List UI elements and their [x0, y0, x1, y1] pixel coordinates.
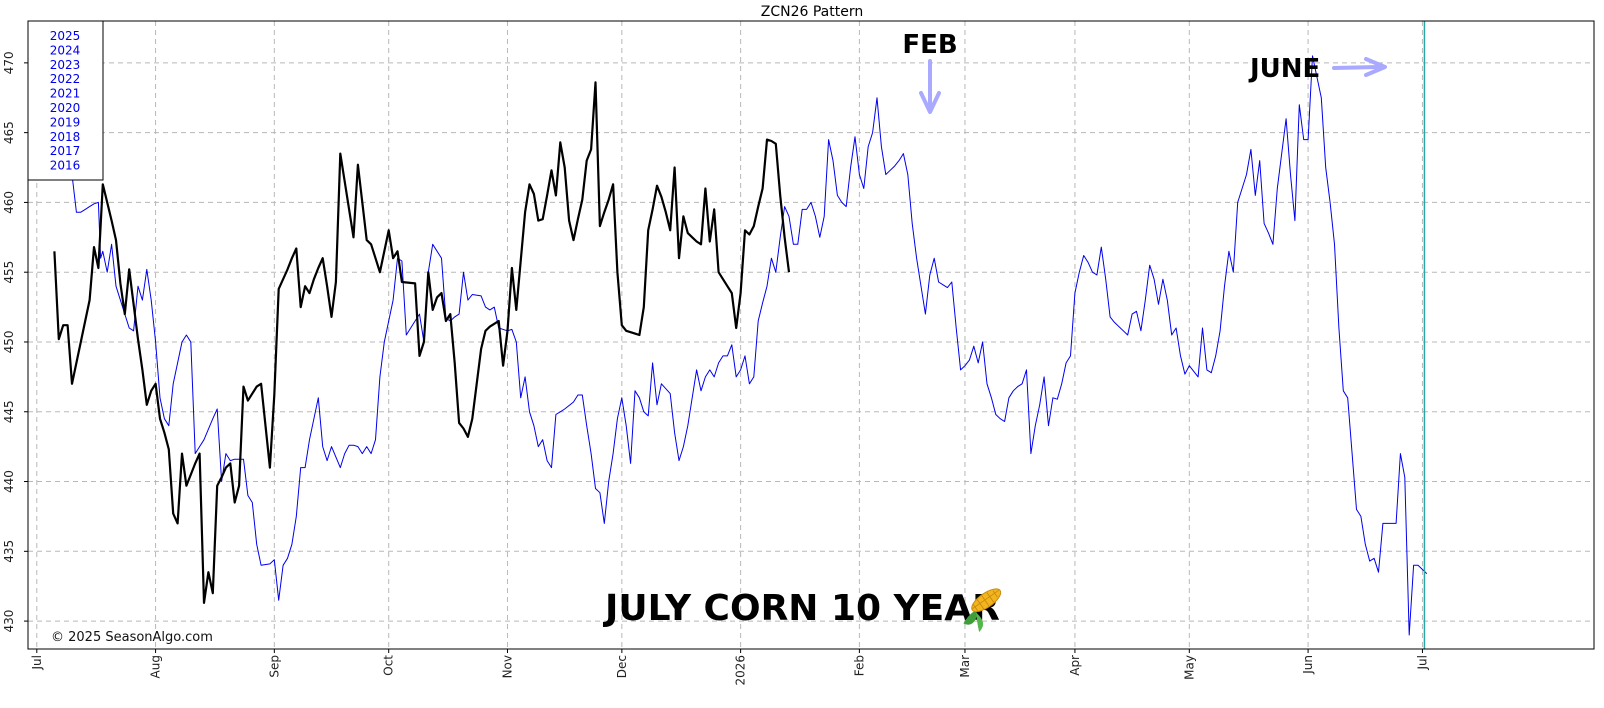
plot-frame — [27, 20, 1595, 650]
x-tick-label: Jun — [1301, 655, 1315, 675]
headline: JULY CORN 10 YEAR — [602, 588, 1000, 629]
series-layer — [53, 55, 1428, 636]
y-axis-ticks: 430 435 440 445 450 455 460 465 470 — [2, 51, 28, 633]
x-tick-label: Sep — [267, 655, 281, 678]
june-annotation: JUNE — [1248, 54, 1387, 84]
y-tick-label: 450 — [2, 331, 16, 354]
series-line-0 — [58, 55, 1428, 636]
x-tick-label: Feb — [852, 655, 866, 676]
x-tick-label: 2026 — [734, 655, 748, 686]
y-tick-label: 430 — [2, 610, 16, 633]
feb-arrow-icon — [919, 59, 941, 114]
y-tick-label: 435 — [2, 540, 16, 563]
legend-entry: 2016 — [50, 159, 81, 173]
legend-entry: 2021 — [50, 87, 81, 101]
x-tick-label: Jul — [30, 655, 44, 670]
y-tick-label: 445 — [2, 400, 16, 423]
x-tick-label: Dec — [615, 655, 629, 678]
chart-title: ZCN26 Pattern — [761, 4, 863, 20]
june-arrow-icon — [1332, 57, 1387, 77]
series-line-1 — [53, 81, 791, 604]
x-tick-label: Jul — [1415, 655, 1429, 670]
x-tick-label: Nov — [500, 655, 514, 678]
x-tick-label: Apr — [1068, 655, 1082, 676]
feb-label: FEB — [902, 30, 957, 60]
legend-entry: 2017 — [50, 144, 81, 158]
y-tick-label: 470 — [2, 51, 16, 74]
legend-entry: 2024 — [50, 43, 81, 57]
x-tick-label: May — [1182, 655, 1196, 680]
y-tick-label: 455 — [2, 261, 16, 284]
copyright: © 2025 SeasonAlgo.com — [51, 630, 213, 645]
corn-icon — [963, 588, 1002, 633]
x-tick-label: Mar — [958, 655, 972, 678]
y-tick-label: 440 — [2, 470, 16, 493]
legend-entry: 2025 — [50, 29, 81, 43]
grid — [28, 21, 1594, 649]
legend-entry: 2018 — [50, 130, 81, 144]
feb-annotation: FEB — [902, 30, 958, 114]
y-tick-label: 465 — [2, 121, 16, 144]
x-tick-label: Aug — [149, 655, 163, 678]
x-axis-ticks: Jul Aug Sep Oct Nov Dec 2026 Feb Mar Apr May Jun Jul — [30, 649, 1429, 686]
legend-entry: 2023 — [50, 58, 81, 72]
x-tick-label: Oct — [382, 655, 396, 676]
legend-entry: 2020 — [50, 101, 81, 115]
y-tick-label: 460 — [2, 191, 16, 214]
legend-entry: 2019 — [50, 115, 81, 129]
legend-box — [27, 20, 104, 181]
legend-entry: 2022 — [50, 72, 81, 86]
june-label: JUNE — [1248, 54, 1320, 84]
